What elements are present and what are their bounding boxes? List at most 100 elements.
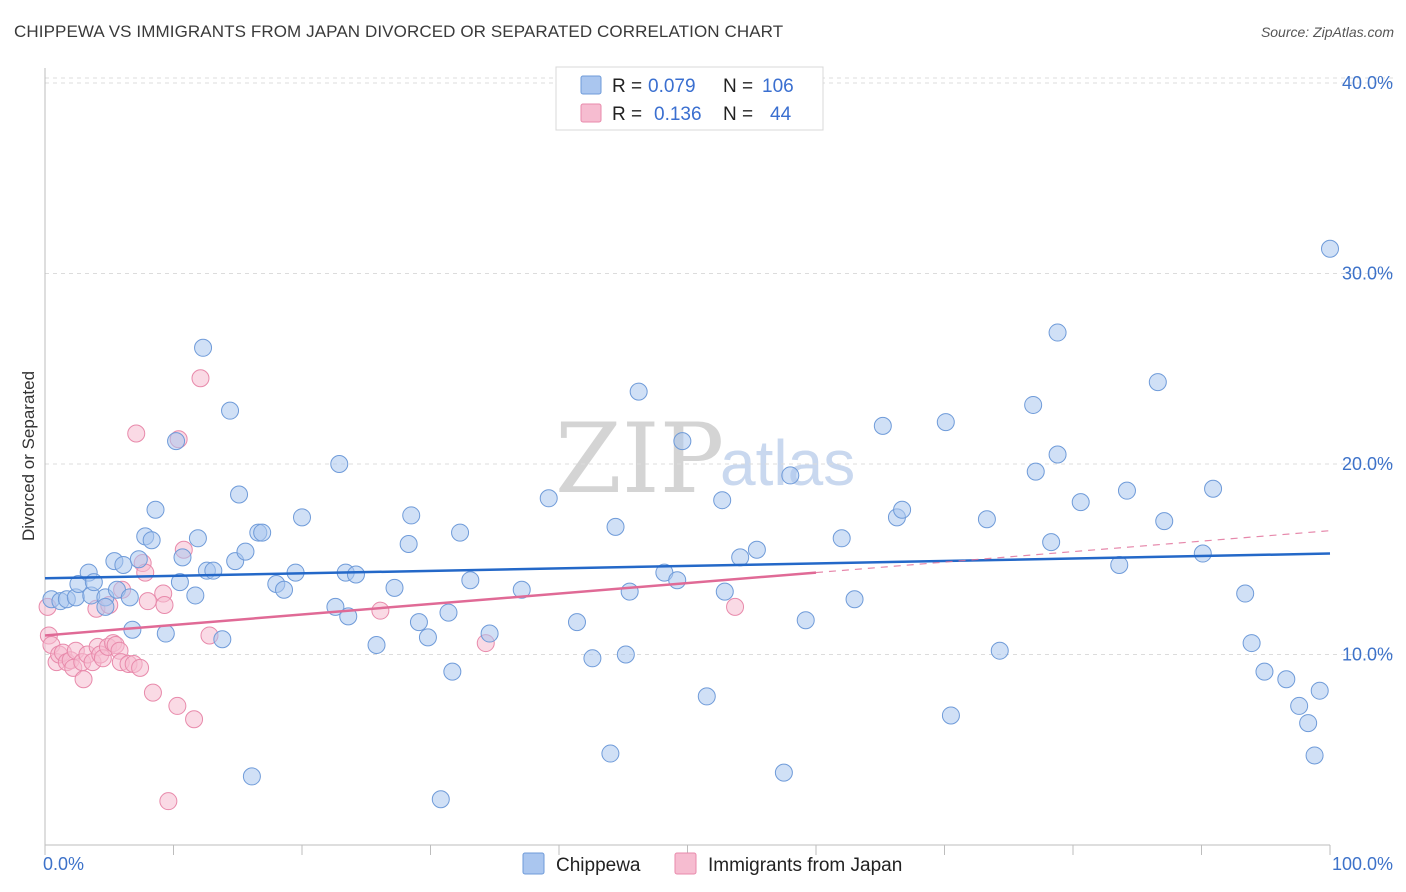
point-chippewa <box>167 432 186 451</box>
point-chippewa <box>1242 634 1261 653</box>
point-chippewa <box>1204 479 1223 498</box>
point-chippewa <box>431 790 450 809</box>
legend-n-label-1: N = <box>723 76 753 97</box>
point-chippewa <box>221 401 240 420</box>
trend-line-japan-extension <box>815 530 1331 574</box>
point-chippewa <box>1236 584 1255 603</box>
point-chippewa <box>567 613 586 632</box>
x-tick-labels: 0.0% 100.0% <box>43 854 1393 874</box>
point-chippewa <box>620 582 639 601</box>
gridlines <box>45 77 1395 655</box>
point-japan <box>371 601 390 620</box>
point-chippewa <box>253 523 272 542</box>
point-japan <box>74 670 93 689</box>
point-chippewa <box>461 571 480 590</box>
point-chippewa <box>385 578 404 597</box>
point-chippewa <box>170 573 189 592</box>
point-japan <box>191 369 210 388</box>
point-chippewa <box>1193 544 1212 563</box>
point-chippewa <box>402 506 421 525</box>
point-chippewa <box>1071 493 1090 512</box>
point-chippewa <box>893 500 912 519</box>
point-japan <box>168 696 187 715</box>
chart-source: Source: ZipAtlas.com <box>1260 24 1394 40</box>
point-chippewa <box>367 635 386 654</box>
point-chippewa <box>1305 746 1324 765</box>
y-tick-label: 20.0% <box>1342 454 1393 474</box>
point-chippewa <box>977 510 996 529</box>
legend-swatch-japan <box>580 103 602 123</box>
point-chippewa <box>293 508 311 527</box>
chart-title: CHIPPEWA VS IMMIGRANTS FROM JAPAN DIVORC… <box>14 22 784 41</box>
point-chippewa <box>194 338 213 357</box>
point-chippewa <box>629 382 648 401</box>
y-tick-label: 40.0% <box>1342 73 1393 93</box>
y-tick-label: 10.0% <box>1342 645 1393 665</box>
point-chippewa <box>941 706 960 725</box>
trend-lines <box>44 530 1331 637</box>
point-chippewa <box>409 613 428 632</box>
watermark-zip: ZIP <box>555 403 724 515</box>
point-chippewa <box>1117 481 1136 500</box>
point-chippewa <box>713 491 732 510</box>
bottom-legend-chippewa: Chippewa <box>556 855 641 876</box>
point-chippewa <box>539 489 558 508</box>
point-japan <box>185 710 204 729</box>
point-japan <box>127 424 146 443</box>
point-chippewa <box>275 580 294 599</box>
legend-r-label-2: R = <box>612 104 642 125</box>
bottom-legend-swatch-japan <box>674 852 697 875</box>
point-chippewa <box>1277 670 1296 689</box>
point-chippewa <box>616 645 635 664</box>
point-chippewa <box>213 630 232 649</box>
y-axis-label: Divorced or Separated <box>19 371 38 541</box>
point-chippewa <box>188 529 207 548</box>
point-chippewa <box>606 517 625 536</box>
series-legend: Chippewa Immigrants from Japan <box>522 852 902 876</box>
point-chippewa <box>1048 323 1067 342</box>
point-chippewa <box>173 548 192 567</box>
point-chippewa <box>1290 696 1309 715</box>
point-chippewa <box>1042 533 1061 552</box>
series-immigrants-from-japan <box>38 369 745 811</box>
point-japan <box>155 595 174 614</box>
point-chippewa <box>443 662 462 681</box>
legend-n-label-2: N = <box>723 104 753 125</box>
trend-line-chippewa <box>44 552 1331 580</box>
legend-r-value-2: 0.136 <box>654 104 702 125</box>
point-chippewa <box>936 413 955 432</box>
point-chippewa <box>399 535 418 554</box>
point-chippewa <box>990 641 1009 660</box>
point-chippewa <box>1110 555 1129 574</box>
point-chippewa <box>1026 462 1045 481</box>
point-chippewa <box>186 586 205 605</box>
point-chippewa <box>96 597 115 616</box>
point-chippewa <box>697 687 716 706</box>
legend-r-label-1: R = <box>612 76 642 97</box>
point-chippewa <box>747 540 766 559</box>
legend-n-value-1: 106 <box>762 76 794 97</box>
y-tick-label: 30.0% <box>1342 264 1393 284</box>
point-chippewa <box>204 561 223 580</box>
point-chippewa <box>1299 714 1318 733</box>
bottom-legend-japan: Immigrants from Japan <box>708 855 902 876</box>
point-chippewa <box>236 542 255 561</box>
point-chippewa <box>156 624 175 643</box>
legend-n-value-2: 44 <box>770 104 792 125</box>
point-chippewa <box>715 582 734 601</box>
point-japan <box>138 592 157 611</box>
point-chippewa <box>796 611 815 630</box>
point-chippewa <box>873 416 892 435</box>
bottom-legend-swatch-chippewa <box>522 852 545 875</box>
legend-r-value-1: 0.079 <box>648 76 696 97</box>
point-chippewa <box>512 580 531 599</box>
point-chippewa <box>1321 239 1339 258</box>
point-chippewa <box>418 628 437 647</box>
point-chippewa <box>146 500 165 519</box>
point-chippewa <box>439 603 458 622</box>
axes <box>44 68 1331 855</box>
point-chippewa <box>673 432 692 451</box>
point-chippewa <box>1148 373 1167 392</box>
point-chippewa <box>1048 445 1067 464</box>
